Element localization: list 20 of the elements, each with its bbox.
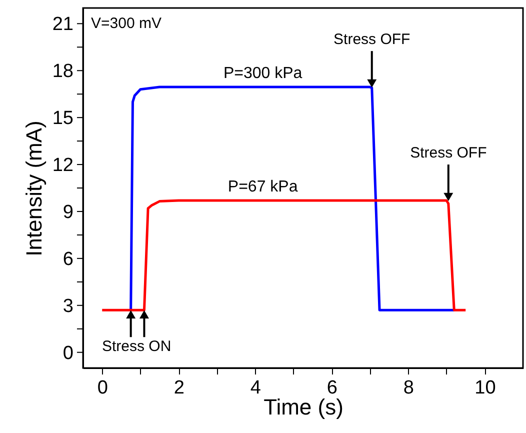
annotation: V=300 mV: [91, 15, 162, 32]
x-tick-label: 2: [174, 378, 184, 398]
annotation: Stress ON: [102, 338, 172, 356]
y-tick-label: 15: [52, 108, 74, 130]
x-tick-label: 8: [403, 378, 414, 398]
y-tick-label: 18: [52, 61, 74, 82]
y-tick-label: 0: [62, 342, 74, 364]
y-axis-title: Intensity (mA): [21, 120, 46, 256]
annotation: Stress OFF: [334, 31, 410, 48]
y-tick-label: 21: [52, 14, 74, 36]
x-tick-label: 0: [97, 378, 108, 398]
y-tick-label: 9: [62, 202, 74, 223]
annotation: P=67 kPa: [228, 178, 298, 196]
annotation: P=300 kPa: [223, 65, 302, 82]
annotation: Stress OFF: [410, 144, 487, 162]
y-tick-label: 12: [52, 155, 74, 176]
y-tick-label: 3: [62, 296, 74, 317]
x-tick-label: 10: [474, 378, 496, 398]
x-tick-label: 4: [250, 378, 262, 398]
y-tick-label: 6: [62, 248, 74, 270]
